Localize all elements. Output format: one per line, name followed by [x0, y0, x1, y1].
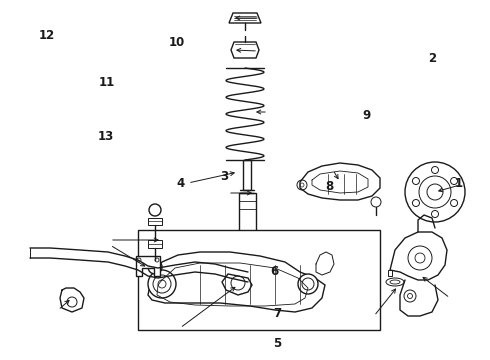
- Polygon shape: [136, 256, 160, 276]
- Text: 13: 13: [97, 130, 114, 143]
- Polygon shape: [243, 160, 251, 190]
- Circle shape: [405, 162, 465, 222]
- Circle shape: [148, 260, 162, 274]
- Polygon shape: [222, 274, 252, 295]
- Polygon shape: [239, 245, 255, 253]
- Circle shape: [149, 204, 161, 216]
- Text: 8: 8: [325, 180, 333, 193]
- Text: 7: 7: [273, 307, 281, 320]
- Text: 3: 3: [220, 170, 228, 183]
- Circle shape: [148, 270, 176, 298]
- Circle shape: [239, 253, 255, 269]
- Text: 9: 9: [363, 109, 370, 122]
- Text: 1: 1: [455, 177, 463, 190]
- Polygon shape: [148, 252, 325, 312]
- Polygon shape: [239, 193, 255, 245]
- Bar: [138, 230, 380, 330]
- Polygon shape: [300, 163, 380, 200]
- Text: 11: 11: [98, 76, 115, 89]
- Circle shape: [298, 274, 318, 294]
- Text: 10: 10: [168, 36, 185, 49]
- Text: 6: 6: [270, 265, 278, 278]
- Text: 5: 5: [273, 337, 281, 350]
- Text: 12: 12: [38, 29, 55, 42]
- Text: 2: 2: [429, 52, 437, 65]
- Polygon shape: [390, 232, 447, 280]
- Text: 4: 4: [176, 177, 184, 190]
